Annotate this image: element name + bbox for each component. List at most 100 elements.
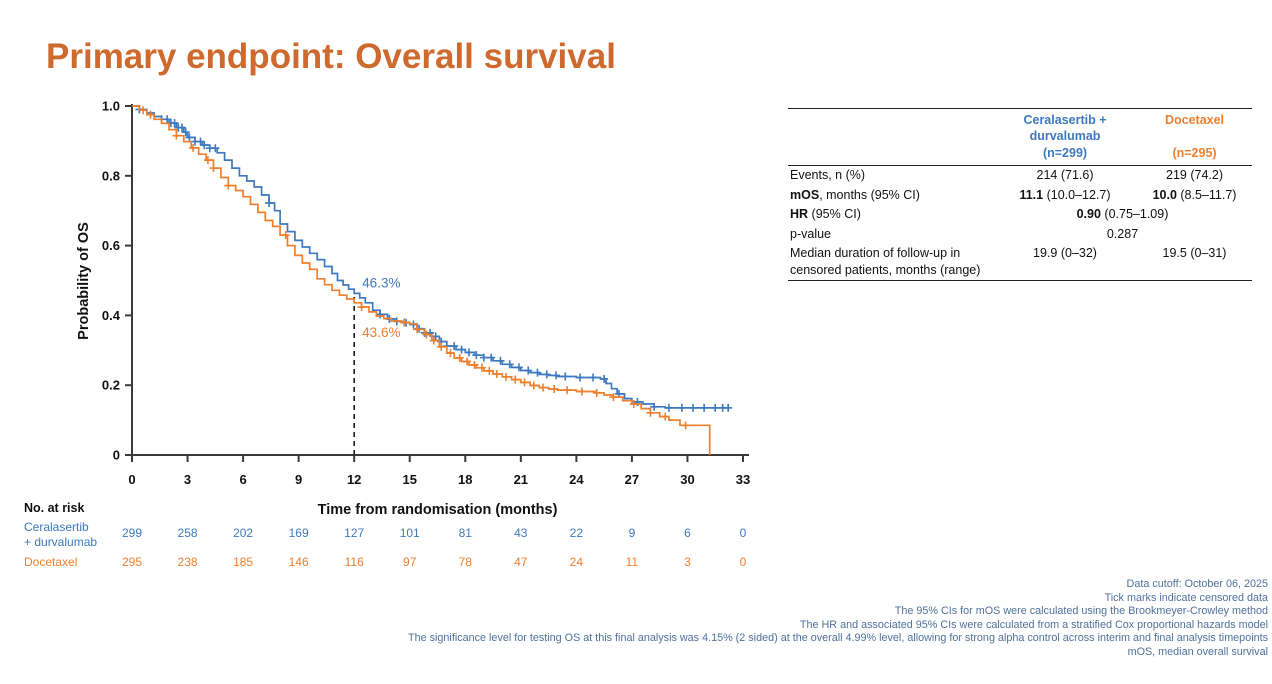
risk-count: 0 xyxy=(740,526,747,540)
censor-mark xyxy=(505,360,514,369)
censor-mark xyxy=(429,336,438,345)
x-tick-label: 6 xyxy=(239,472,246,487)
arm-header-blue: Ceralasertib + durvalumab (n=299) xyxy=(1023,113,1107,160)
footnote-line: mOS, median overall survival xyxy=(1127,645,1268,658)
censor-mark xyxy=(209,164,218,173)
censor-mark xyxy=(181,128,190,137)
censor-mark xyxy=(533,368,542,377)
x-tick-label: 30 xyxy=(680,472,694,487)
risk-count: 78 xyxy=(459,555,473,569)
footnotes: Data cutoff: October 06, 2025 Tick marks … xyxy=(288,578,1268,660)
censor-mark xyxy=(609,393,618,402)
risk-count: 47 xyxy=(514,555,528,569)
footnote-line: The 95% CIs for mOS were calculated usin… xyxy=(894,605,1268,618)
censor-mark xyxy=(487,353,496,362)
table-row: Median duration of follow-up in censored… xyxy=(788,244,1252,281)
stats-table: Ceralasertib + durvalumab (n=299) Docetaxel… xyxy=(788,108,1252,281)
censor-mark xyxy=(281,231,290,240)
risk-count: 6 xyxy=(684,526,691,540)
censor-mark xyxy=(189,143,198,152)
footnote-line: The significance level for testing OS at… xyxy=(408,632,1268,645)
censor-mark xyxy=(492,370,501,379)
censor-mark xyxy=(550,385,559,394)
censor-mark xyxy=(200,141,209,150)
header-empty-cell xyxy=(788,109,993,166)
y-tick-label: 0.4 xyxy=(102,308,121,323)
risk-count: 43 xyxy=(514,526,528,540)
censor-mark xyxy=(170,119,179,128)
y-axis-label: Probability of OS xyxy=(76,222,92,340)
censor-mark xyxy=(577,387,586,396)
survival-curves xyxy=(132,105,733,455)
censor-mark xyxy=(551,371,560,380)
censor-mark xyxy=(450,342,459,351)
row-value: 10.0 (8.5–11.7) xyxy=(1152,187,1237,202)
km-curve-orange xyxy=(132,105,711,455)
landmark-label-blue: 46.3% xyxy=(362,275,400,290)
risk-count: 81 xyxy=(459,526,473,540)
risk-count: 11 xyxy=(626,555,639,569)
annotations: 46.3% 43.6% xyxy=(362,275,400,339)
risk-count: 295 xyxy=(122,555,142,569)
censor-mark xyxy=(426,328,435,337)
row-label: Events, n (%) xyxy=(790,168,866,183)
x-tick-label: 15 xyxy=(402,472,416,487)
no-at-risk-label: No. at risk xyxy=(24,501,84,515)
censor-mark xyxy=(477,363,486,372)
censor-mark xyxy=(376,310,385,319)
risk-count: 146 xyxy=(289,555,309,569)
censor-mark xyxy=(400,318,409,327)
footnote-line: Data cutoff: October 06, 2025 xyxy=(1126,578,1268,590)
censor-mark xyxy=(539,383,548,392)
censor-mark xyxy=(677,403,686,412)
censor-mark xyxy=(576,373,585,382)
landmark-label-orange: 43.6% xyxy=(362,325,400,340)
censor-mark xyxy=(520,378,529,387)
censor-mark xyxy=(146,110,155,119)
censor-mark xyxy=(455,353,464,362)
risk-count: 169 xyxy=(289,526,309,540)
censor-mark xyxy=(502,372,511,381)
censor-mark xyxy=(664,403,673,412)
risk-count: 0 xyxy=(740,555,747,569)
censor-mark xyxy=(172,131,181,140)
footnote-line: Tick marks indicate censored data xyxy=(1104,591,1268,604)
risk-count: 24 xyxy=(570,555,584,569)
censor-mark xyxy=(196,137,205,146)
censor-mark xyxy=(629,400,638,409)
censor-mark xyxy=(524,366,533,375)
risk-row-label: Ceralasertib xyxy=(24,520,89,534)
censor-mark xyxy=(224,181,233,190)
censor-mark xyxy=(463,357,472,366)
censor-mark xyxy=(511,375,520,384)
x-tick-label: 3 xyxy=(184,472,191,487)
censor-mark xyxy=(661,412,670,421)
x-tick-label: 33 xyxy=(736,472,750,487)
risk-count: 258 xyxy=(178,526,198,540)
censor-mark xyxy=(561,372,570,381)
y-tick-label: 0.6 xyxy=(102,238,120,253)
censor-mark xyxy=(139,106,148,115)
risk-row-label: + durvalumab xyxy=(24,535,97,549)
y-tick-label: 0.8 xyxy=(102,168,120,183)
row-label: Median duration of follow-up in censored… xyxy=(790,246,981,277)
risk-count: 101 xyxy=(400,526,420,540)
risk-count: 97 xyxy=(403,555,417,569)
page-title: Primary endpoint: Overall survival xyxy=(46,37,616,77)
censor-mark xyxy=(163,115,172,124)
censor-mark xyxy=(413,325,422,334)
censor-mark xyxy=(464,348,473,357)
censor-mark xyxy=(689,403,698,412)
censor-mark xyxy=(646,408,655,417)
risk-count: 127 xyxy=(344,526,364,540)
censor-mark xyxy=(203,156,212,165)
risk-count: 9 xyxy=(629,526,636,540)
arm-header-orange: Docetaxel (n=295) xyxy=(1164,113,1225,160)
risk-count: 22 xyxy=(570,526,584,540)
table-row: HR (95% CI) 0.90 (0.75–1.09) xyxy=(788,205,1252,225)
table-row: p-value 0.287 xyxy=(788,224,1252,244)
censor-mark xyxy=(681,421,690,430)
x-tick-label: 18 xyxy=(458,472,472,487)
censor-mark xyxy=(485,366,494,375)
footnote-line: The HR and associated 95% CIs were calcu… xyxy=(799,618,1268,631)
